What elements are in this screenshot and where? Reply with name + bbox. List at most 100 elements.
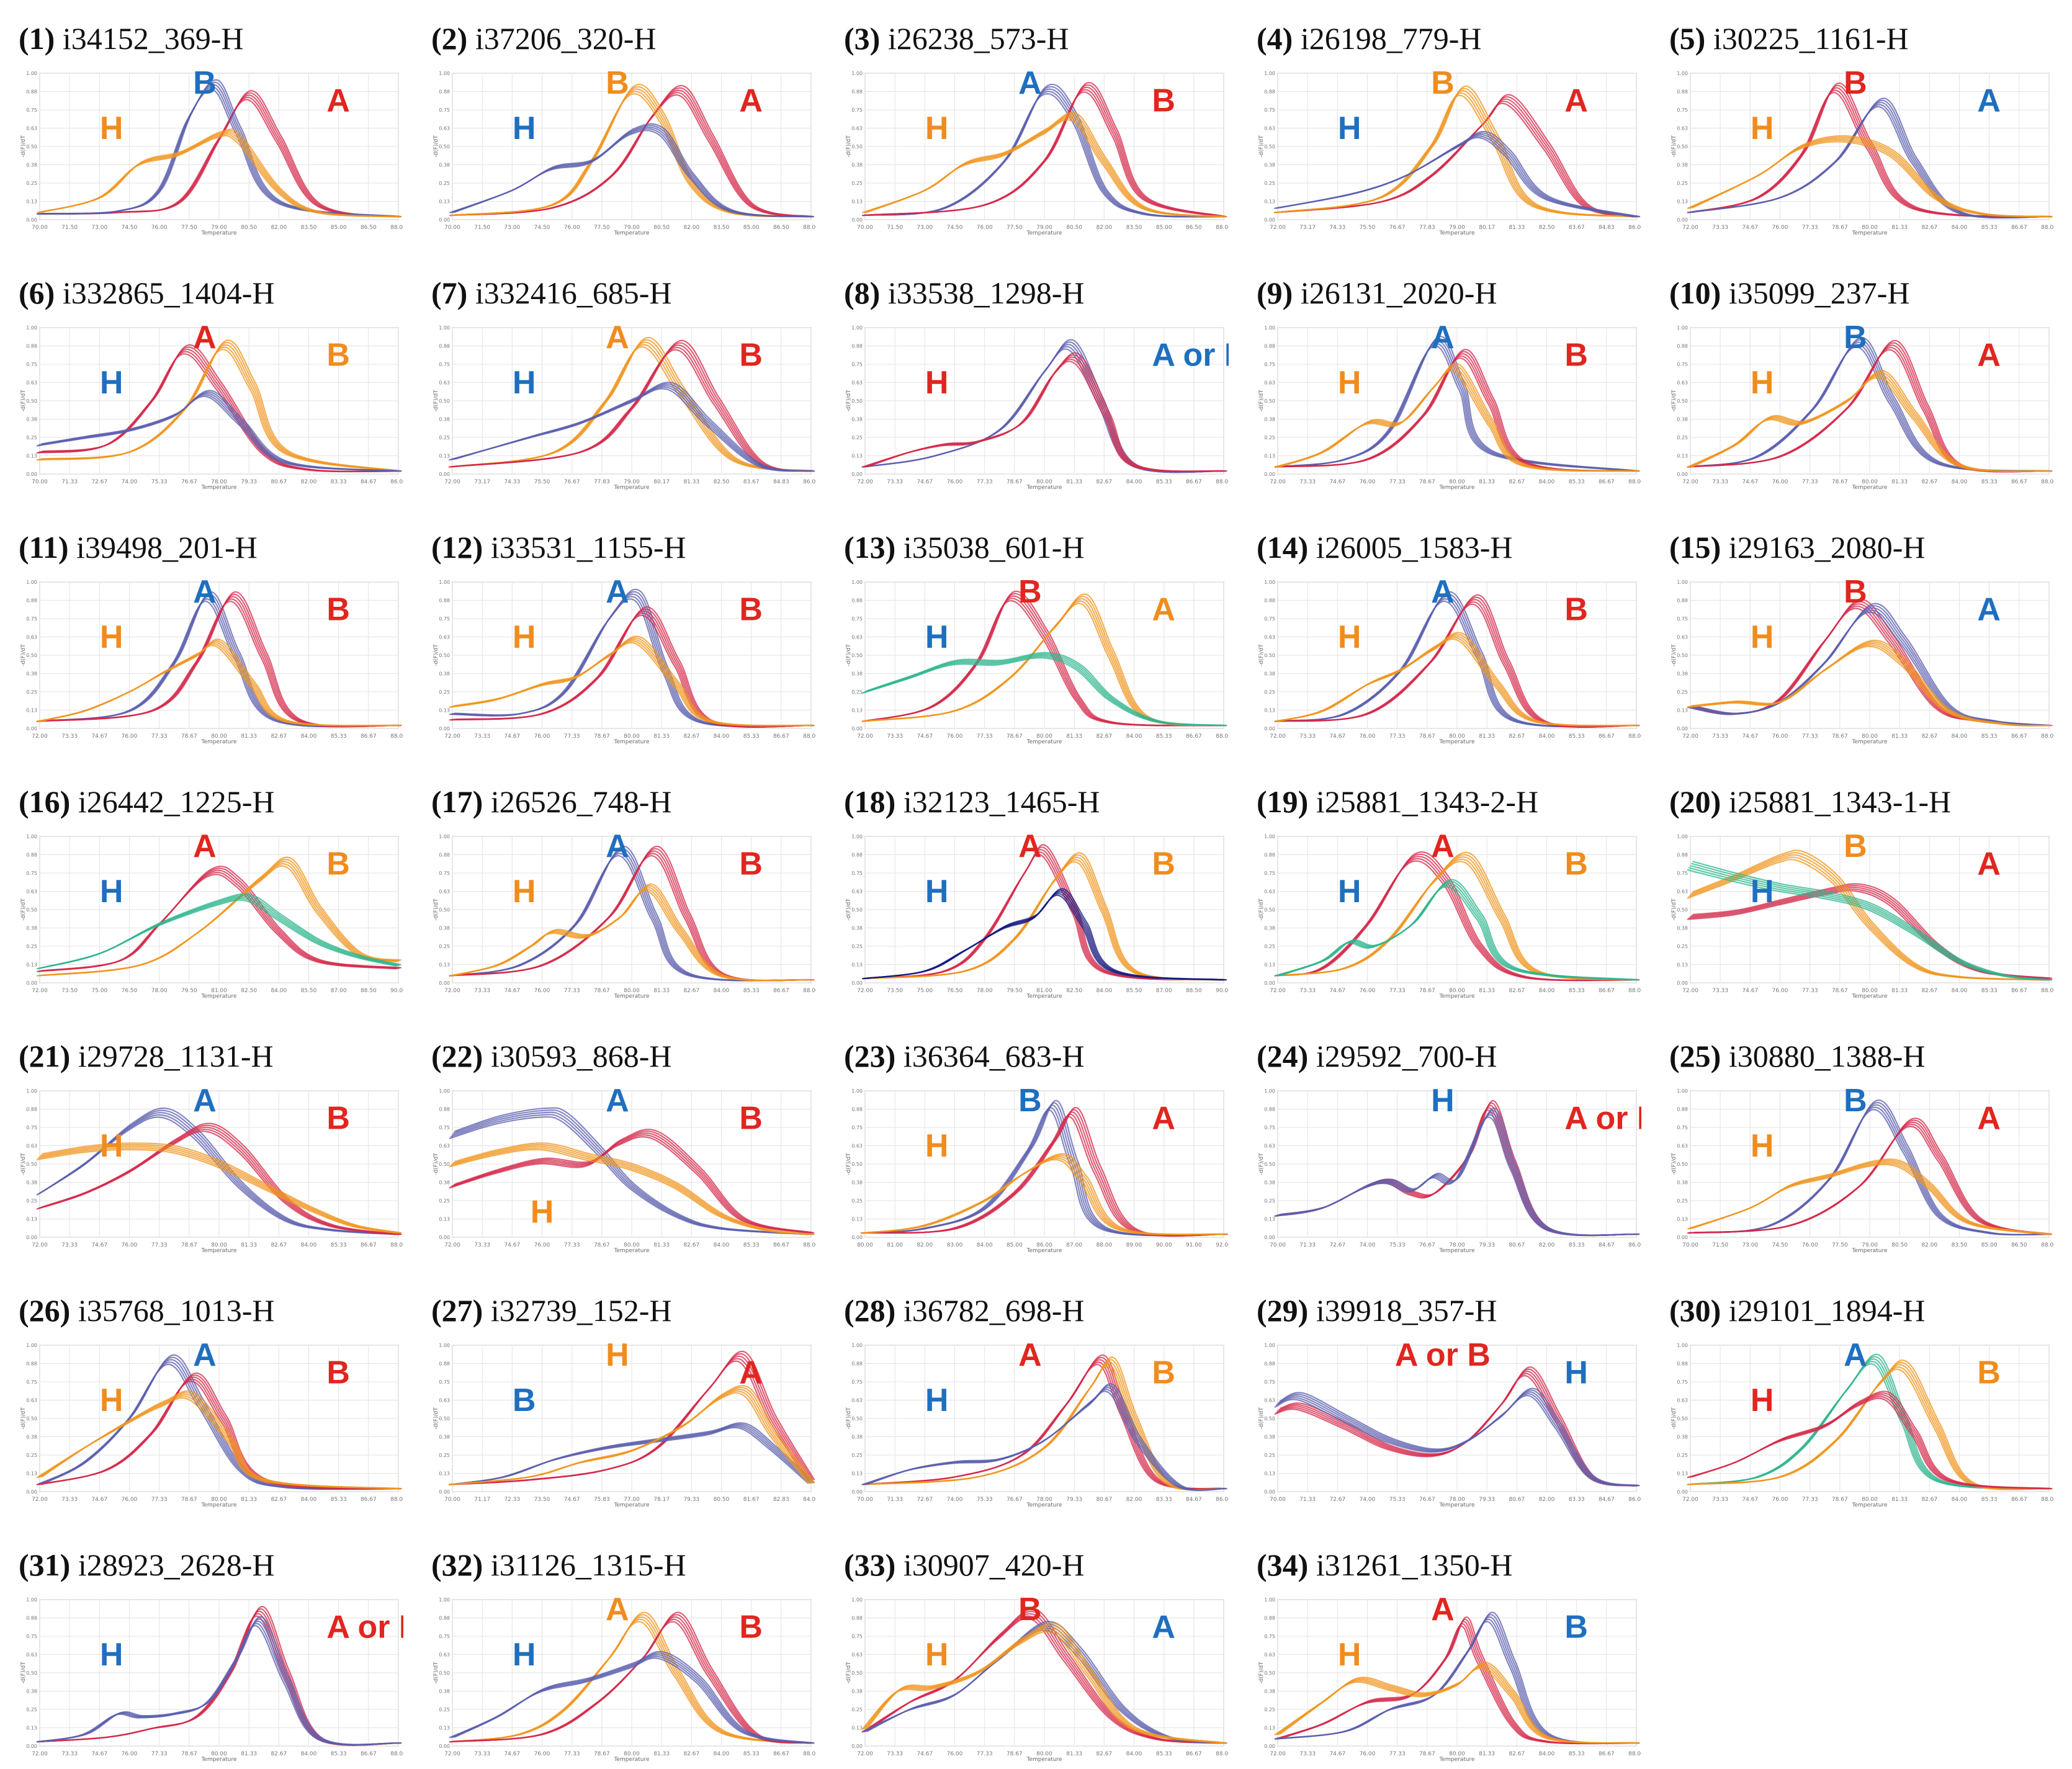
- genotype-label: A: [1431, 831, 1455, 864]
- x-tick-label: 86.67: [1599, 988, 1615, 994]
- chart-marker-name: i32739_152-H: [483, 1293, 672, 1328]
- y-tick-label: 0.13: [1264, 1726, 1275, 1731]
- genotype-label: H: [1338, 874, 1361, 910]
- genotype-label: B: [739, 1609, 763, 1645]
- y-tick-label: 0.38: [851, 417, 863, 423]
- genotype-label: A: [1977, 846, 2001, 882]
- x-tick-label: 74.67: [1742, 479, 1758, 485]
- genotype-label: H: [1338, 619, 1361, 655]
- x-tick-label: 81.33: [1066, 1751, 1082, 1757]
- y-tick-label: 0.75: [1264, 616, 1275, 622]
- x-tick-label: 77.33: [564, 733, 580, 740]
- y-tick-label: 0.00: [26, 217, 37, 223]
- chart-title: (16) i26442_1225-H: [19, 782, 274, 822]
- genotype-label: A: [1977, 337, 2001, 373]
- y-tick-label: 1.00: [439, 1597, 450, 1603]
- x-tick-label: 80.00: [624, 1242, 640, 1248]
- curve-replicate: [1692, 1117, 2052, 1235]
- y-tick-label: 0.50: [1677, 144, 1688, 150]
- y-axis-title: -d(F)/dT: [846, 1153, 852, 1175]
- genotype-label: H: [925, 874, 949, 910]
- x-tick-label: 86.67: [361, 1242, 377, 1248]
- genotype-label: B: [1018, 577, 1042, 610]
- curve-replicate: [1280, 362, 1640, 472]
- genotype-label: H: [513, 365, 536, 401]
- x-tick-label: 77.33: [1802, 733, 1818, 740]
- chart-panel: (31) i28923_2628-H 72.00 73.33 74.67 76.00 77…: [19, 1545, 403, 1768]
- x-tick-label: 73.33: [61, 733, 78, 740]
- x-tick-label: 77.33: [1802, 1497, 1818, 1503]
- x-tick-label: 72.00: [857, 1751, 873, 1757]
- genotype-label: A: [1018, 831, 1042, 864]
- y-tick-label: 0.00: [1264, 472, 1275, 477]
- y-tick-label: 0.50: [26, 144, 37, 150]
- y-tick-label: 0.50: [851, 1162, 863, 1167]
- x-tick-label: 86.67: [1599, 733, 1615, 740]
- chart-number: (12): [431, 530, 483, 565]
- y-tick-label: 0.38: [1677, 671, 1688, 677]
- genotype-label: A: [606, 1595, 629, 1628]
- x-tick-label: 77.33: [1389, 988, 1406, 994]
- y-tick-label: 0.13: [851, 454, 863, 459]
- y-tick-label: 0.75: [1677, 107, 1688, 113]
- chart-marker-name: i26238_573-H: [880, 21, 1069, 56]
- genotype-label: B: [193, 68, 217, 101]
- x-tick-label: 86.00: [1628, 225, 1641, 231]
- y-tick-label: 0.63: [1264, 126, 1275, 132]
- y-tick-label: 0.25: [1264, 1198, 1275, 1204]
- y-tick-label: 0.50: [851, 1670, 863, 1676]
- x-tick-label: 86.00: [803, 479, 816, 485]
- y-tick-label: 0.88: [851, 344, 863, 349]
- y-tick-label: 0.25: [26, 1453, 37, 1458]
- y-tick-label: 0.50: [439, 1162, 450, 1167]
- x-tick-label: 72.00: [1682, 479, 1698, 485]
- curve-replicate: [42, 1122, 402, 1235]
- chart-panel: (6) i332865_1404-H 70.00 71.33 72.67 74.00 75…: [19, 273, 403, 496]
- x-tick-label: 80.00: [211, 1497, 227, 1503]
- x-tick-label: 77.33: [1802, 225, 1818, 231]
- y-axis-title: -d(F)/dT: [846, 135, 852, 158]
- x-tick-label: 78.67: [181, 1751, 197, 1757]
- y-tick-label: 0.13: [439, 1726, 450, 1731]
- x-tick-label: 89.00: [1126, 1242, 1142, 1248]
- y-axis-title: -d(F)/dT: [1258, 1153, 1265, 1175]
- curve-replicate: [454, 845, 815, 982]
- x-axis-title: Temperature: [1026, 993, 1062, 999]
- curve-replicate: [866, 83, 1227, 218]
- x-tick-label: 74.50: [122, 225, 138, 231]
- y-tick-label: 0.75: [26, 1125, 37, 1131]
- melt-curve-plot: 72.00 73.33 74.67 76.00 77.33 78.67 80.00 81.33…: [433, 1595, 816, 1762]
- curve-replicate: [454, 1350, 815, 1485]
- y-tick-label: 0.63: [439, 380, 450, 386]
- series-h: [1687, 861, 2053, 981]
- x-tick-label: 76.00: [534, 1242, 550, 1248]
- curve-replicate: [866, 888, 1227, 981]
- y-tick-label: 0.88: [26, 1361, 37, 1367]
- x-tick-label: 78.67: [594, 1751, 610, 1757]
- y-tick-label: 0.75: [1677, 616, 1688, 622]
- curve-replicate: [42, 1616, 402, 1745]
- y-tick-label: 1.00: [1264, 71, 1275, 76]
- x-tick-label: 84.00: [301, 733, 317, 740]
- y-tick-label: 0.00: [1677, 1489, 1688, 1495]
- series-a: [862, 83, 1227, 218]
- chart-number: (7): [431, 275, 468, 310]
- curve-replicate: [1692, 1359, 2053, 1490]
- genotype-label: B: [326, 1100, 350, 1136]
- genotype-label: A: [193, 831, 217, 864]
- x-tick-label: 86.00: [1216, 1497, 1229, 1503]
- series-h: [1687, 1158, 2052, 1235]
- x-tick-label: 76.00: [534, 1751, 550, 1757]
- genotype-label: H: [100, 110, 123, 146]
- x-tick-label: 72.00: [32, 1497, 48, 1503]
- x-tick-label: 86.67: [361, 1497, 377, 1503]
- x-tick-label: 78.67: [594, 733, 610, 740]
- y-tick-label: 0.88: [26, 344, 37, 349]
- x-tick-label: 76.00: [1360, 1751, 1376, 1757]
- y-tick-label: 1.00: [1677, 1343, 1688, 1348]
- y-tick-label: 0.38: [439, 1435, 450, 1440]
- x-tick-label: 74.67: [917, 733, 933, 740]
- x-tick-label: 71.50: [61, 225, 78, 231]
- x-tick-label: 88.00: [1628, 733, 1641, 740]
- y-tick-label: 0.13: [439, 454, 450, 459]
